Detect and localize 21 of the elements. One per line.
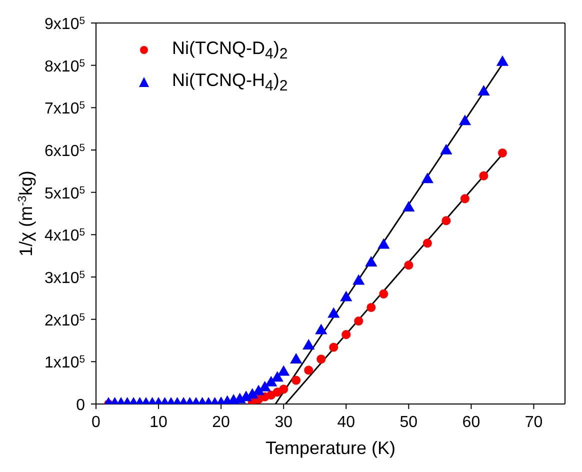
y-tick-label: 6x10$^{5}$ [44, 142, 86, 160]
x-tick-label: 50 [400, 414, 418, 431]
x-axis-title: Temperature (K) [265, 438, 396, 458]
x-tick-label: 30 [274, 414, 293, 431]
x-tick-label: 70 [524, 414, 543, 431]
y-tick-label: 4x10$^{5}$ [44, 227, 86, 245]
x-tick-label: 0 [92, 414, 101, 431]
y-tick-label: 8x10$^{5}$ [44, 58, 86, 76]
x-tick-label: 60 [462, 414, 480, 431]
x-tick-label: 20 [212, 414, 230, 431]
x-tick-label: 10 [150, 414, 168, 431]
y-tick-label: 0 [76, 397, 86, 414]
y-tick-label: 5x10$^{5}$ [44, 184, 86, 202]
y-tick-label: 2x10$^{5}$ [44, 312, 86, 330]
y-tick-label: 9x10$^{5}$ [44, 16, 86, 33]
y-tick-label: 3x10$^{5}$ [44, 270, 86, 287]
y-tick-label: 1x10$^{5}$ [44, 354, 86, 372]
legend-label: Ni(TCNQ-H$_{4}$)$_{2}$ [172, 70, 288, 94]
x-tick-label: 40 [337, 414, 356, 431]
y-tick-label: 7x10$^{5}$ [44, 100, 86, 118]
legend-label: Ni(TCNQ-D$_{4}$)$_{2}$ [172, 38, 288, 62]
